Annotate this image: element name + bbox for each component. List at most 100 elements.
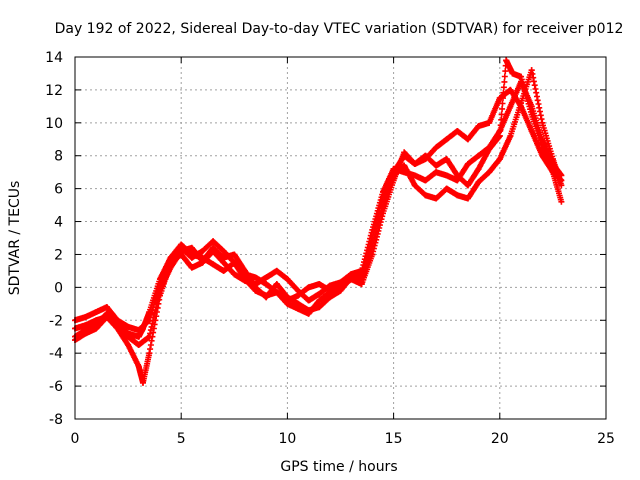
y-tick-label: 8 bbox=[54, 149, 63, 165]
data-point bbox=[454, 192, 461, 199]
y-axis-label: SDTVAR / TECUs bbox=[7, 181, 23, 296]
data-point bbox=[486, 146, 493, 153]
data-point bbox=[558, 198, 565, 205]
data-point bbox=[390, 172, 397, 179]
data-point bbox=[528, 128, 535, 135]
y-tick-label: -8 bbox=[49, 412, 63, 428]
data-point bbox=[496, 132, 503, 139]
data-point bbox=[443, 172, 450, 179]
series-track-4 bbox=[72, 67, 565, 348]
data-point bbox=[326, 294, 333, 301]
data-point bbox=[464, 160, 471, 167]
data-point bbox=[337, 287, 344, 294]
data-point bbox=[433, 195, 440, 202]
data-point bbox=[422, 192, 429, 199]
data-point bbox=[507, 132, 514, 139]
data-point bbox=[135, 333, 142, 340]
data-point bbox=[422, 177, 429, 184]
data-point bbox=[454, 128, 461, 135]
data-point bbox=[114, 317, 121, 324]
data-point bbox=[231, 271, 238, 278]
data-point bbox=[496, 156, 503, 163]
data-point bbox=[252, 284, 259, 291]
data-point bbox=[326, 282, 333, 289]
data-point bbox=[125, 323, 132, 330]
data-point bbox=[135, 327, 142, 334]
data-point bbox=[486, 119, 493, 126]
data-point bbox=[464, 195, 471, 202]
axis-ticks: 0 5 10 15 20 25 -8 -6 -4 -2 0 2 4 6 8 10 12 14 bbox=[45, 50, 615, 447]
data-point bbox=[210, 244, 217, 251]
data-point bbox=[263, 281, 270, 288]
data-point bbox=[539, 119, 546, 126]
data-point bbox=[518, 100, 525, 107]
plot-frame bbox=[74, 56, 607, 420]
data-point bbox=[475, 152, 482, 159]
data-point bbox=[454, 172, 461, 179]
data-point bbox=[156, 287, 163, 294]
data-point bbox=[188, 264, 195, 271]
data-point bbox=[348, 274, 355, 281]
data-point bbox=[528, 111, 535, 118]
data-point bbox=[528, 67, 535, 74]
data-point bbox=[231, 251, 238, 258]
data-point bbox=[135, 363, 142, 370]
data-point bbox=[135, 341, 142, 348]
data-point bbox=[503, 57, 510, 64]
data-point bbox=[411, 172, 418, 179]
data-point bbox=[199, 248, 206, 255]
data-point bbox=[231, 259, 238, 266]
data-point bbox=[220, 267, 227, 274]
data-point bbox=[295, 300, 302, 307]
data-point bbox=[93, 309, 100, 316]
data-point bbox=[103, 304, 110, 311]
data-point bbox=[82, 313, 89, 320]
data-point bbox=[316, 281, 323, 288]
data-point bbox=[167, 264, 174, 271]
data-point bbox=[178, 241, 185, 248]
data-point bbox=[263, 294, 270, 301]
y-tick-label: 0 bbox=[54, 280, 63, 296]
data-point bbox=[411, 182, 418, 189]
y-tick-label: 6 bbox=[54, 182, 63, 198]
x-tick-label: 5 bbox=[177, 431, 186, 447]
x-axis-label: GPS time / hours bbox=[280, 459, 397, 475]
data-point bbox=[422, 152, 429, 159]
data-point bbox=[539, 144, 546, 151]
data-point bbox=[241, 267, 248, 274]
data-point bbox=[284, 300, 291, 307]
data-point bbox=[305, 284, 312, 291]
x-tick-label: 25 bbox=[597, 431, 615, 447]
data-point bbox=[475, 123, 482, 130]
data-point bbox=[220, 248, 227, 255]
data-point bbox=[273, 289, 280, 296]
plus-marker-trail bbox=[72, 67, 564, 348]
data-point bbox=[125, 341, 132, 348]
data-point bbox=[464, 136, 471, 143]
data-point bbox=[379, 210, 386, 217]
data-point bbox=[188, 244, 195, 251]
data-point bbox=[443, 156, 450, 163]
data-point bbox=[167, 254, 174, 261]
data-point bbox=[443, 136, 450, 143]
y-tick-label: 4 bbox=[54, 215, 63, 231]
data-point bbox=[486, 169, 493, 176]
data-point bbox=[305, 307, 312, 314]
data-point bbox=[316, 290, 323, 297]
data-point bbox=[433, 144, 440, 151]
data-point bbox=[178, 248, 185, 255]
data-point bbox=[273, 267, 280, 274]
data-point bbox=[509, 70, 516, 77]
y-tick-label: 14 bbox=[45, 50, 63, 66]
data-point bbox=[507, 103, 514, 110]
x-tick-label: 20 bbox=[491, 431, 509, 447]
data-point bbox=[316, 304, 323, 311]
data-point bbox=[518, 73, 525, 80]
data-point bbox=[273, 281, 280, 288]
grid-lines bbox=[75, 57, 606, 419]
data-point bbox=[549, 156, 556, 163]
data-point bbox=[464, 182, 471, 189]
data-point bbox=[401, 149, 408, 156]
